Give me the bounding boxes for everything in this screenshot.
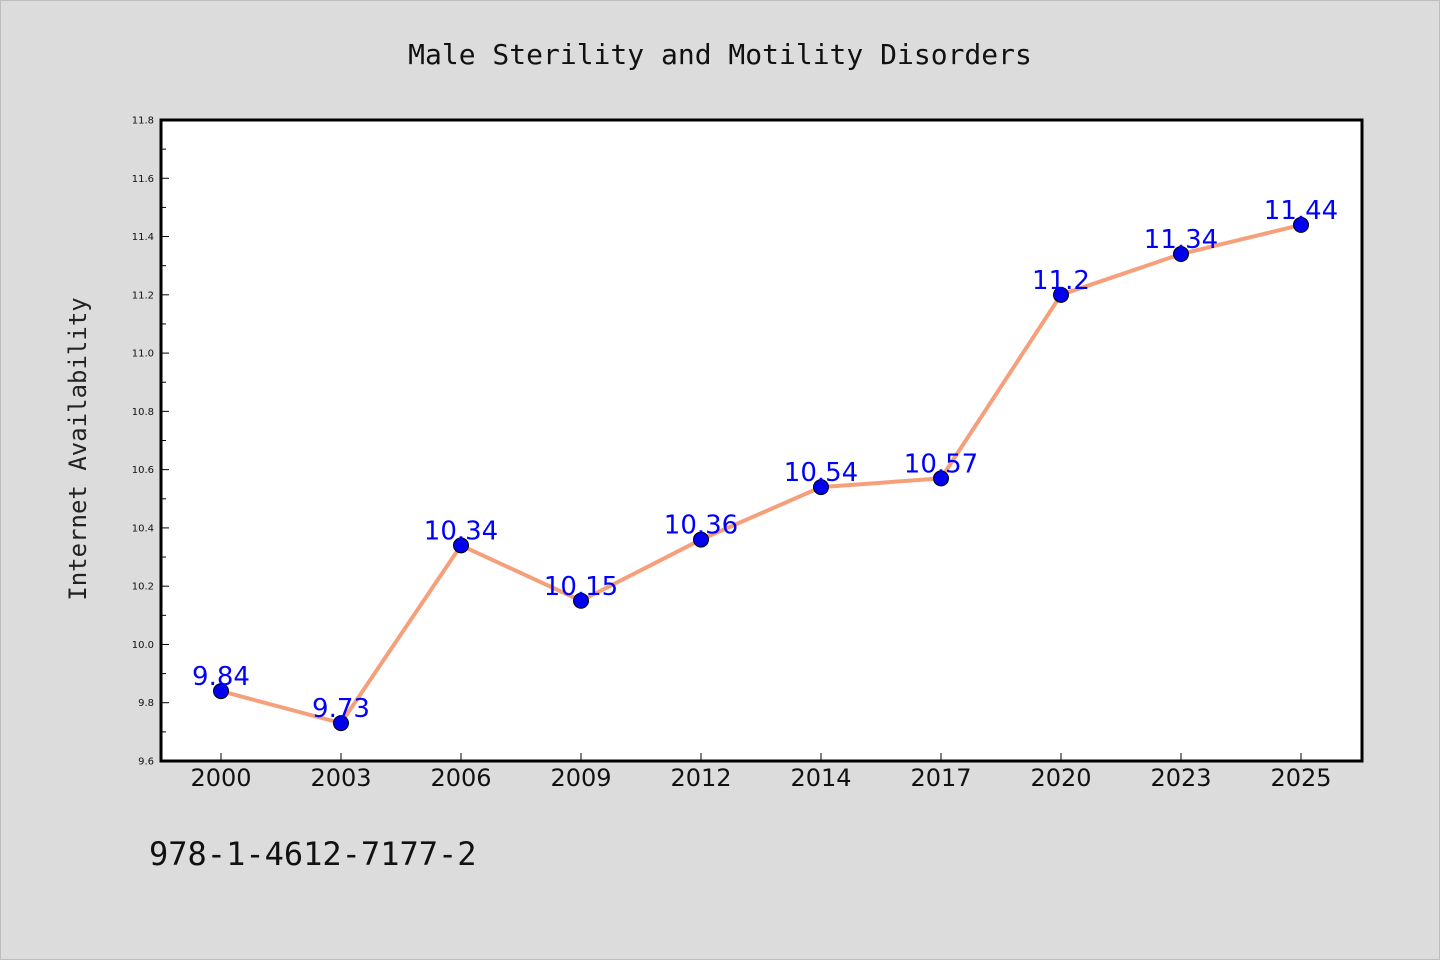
y-axis-label: Internet Availability — [64, 297, 92, 600]
data-point-marker — [453, 537, 469, 554]
data-point-marker — [1293, 216, 1309, 233]
data-point-marker — [213, 683, 229, 700]
series-markers — [213, 216, 1309, 732]
data-point-marker — [333, 715, 349, 732]
y-tick-label: 10.8 — [132, 407, 154, 418]
x-tick-label: 2006 — [430, 764, 491, 792]
y-tick-label: 9.6 — [138, 757, 154, 768]
data-label: 9.73 — [312, 694, 370, 724]
y-tick-label: 10.6 — [132, 465, 154, 476]
data-point-marker — [573, 592, 589, 609]
x-tick-label: 2009 — [550, 764, 611, 792]
data-label: 10.57 — [904, 449, 978, 479]
x-axis-ticks: 2000 2003 2006 2009 2012 2014 2017 2020 2023 2025 — [190, 753, 1332, 792]
y-tick-label: 10.2 — [132, 582, 154, 593]
y-tick-label: 11.4 — [132, 232, 154, 243]
plot-frame — [159, 118, 1364, 763]
data-label: 9.84 — [192, 662, 250, 692]
x-tick-label: 2025 — [1270, 764, 1331, 792]
data-point-marker — [933, 470, 949, 487]
y-tick-label: 11.2 — [132, 290, 154, 301]
y-tick-label: 10.4 — [132, 523, 154, 534]
data-point-marker — [1173, 246, 1189, 263]
series-line — [219, 222, 1303, 726]
data-point-marker — [813, 479, 829, 496]
x-tick-label: 2003 — [310, 764, 371, 792]
x-tick-label: 2023 — [1150, 764, 1211, 792]
footnote-isbn: 978-1-4612-7177-2 — [149, 835, 477, 873]
series-lines — [219, 222, 1303, 726]
chart-title: Male Sterility and Motility Disorders — [408, 38, 1032, 71]
x-tick-label: 2014 — [790, 764, 851, 792]
data-label: 10.15 — [544, 572, 618, 602]
x-tick-label: 2017 — [910, 764, 971, 792]
y-tick-label: 11.6 — [132, 174, 154, 185]
y-axis-ticks: 9.6 9.8 10.0 10.2 10.4 10.6 10.8 11.0 11.2 11.4 11… — [132, 116, 169, 768]
data-labels: 9.84 9.73 10.34 10.15 10.36 10.54 10.57 11.2 11.… — [192, 196, 1338, 724]
data-label: 11.44 — [1264, 196, 1338, 226]
data-label: 10.36 — [664, 511, 738, 541]
y-tick-label: 10.0 — [132, 640, 154, 651]
x-tick-label: 2020 — [1030, 764, 1091, 792]
data-label: 10.54 — [784, 458, 858, 488]
data-label: 11.2 — [1032, 266, 1090, 296]
y-tick-label: 11.8 — [132, 116, 154, 127]
x-tick-label: 2000 — [190, 764, 251, 792]
y-tick-label: 11.0 — [132, 349, 154, 360]
x-tick-label: 2012 — [670, 764, 731, 792]
data-point-marker — [693, 531, 709, 548]
plot-area — [161, 120, 1362, 761]
data-point-marker — [1053, 286, 1069, 303]
data-label: 11.34 — [1144, 225, 1218, 255]
y-tick-label: 9.8 — [138, 698, 154, 709]
data-label: 10.34 — [424, 516, 498, 546]
